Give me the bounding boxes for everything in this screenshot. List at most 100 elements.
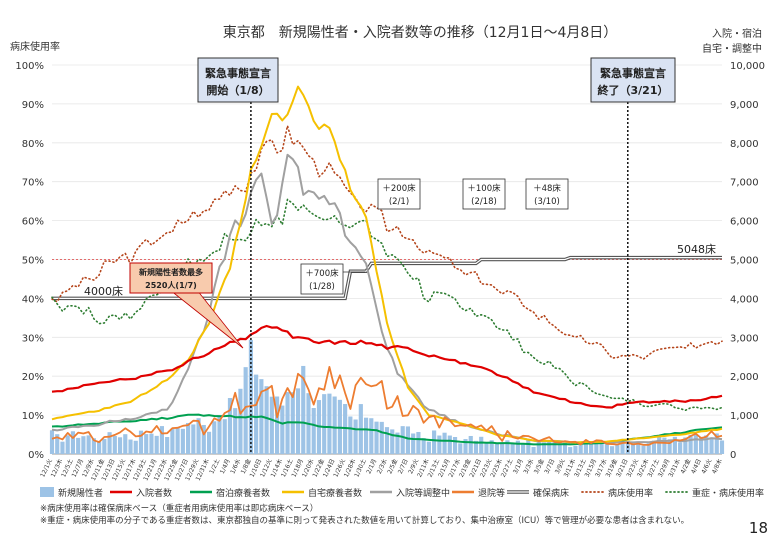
new-cases-bar [698,436,704,454]
new-cases-bar [165,437,170,454]
new-cases-bar [636,441,641,454]
right-axis-title-1: 入院・宿泊 [712,27,762,40]
y-right-tick-label: 5,000 [730,256,759,267]
new-cases-bar [264,386,269,454]
new-cases-bar [55,434,60,454]
note-2: ※重症・病床使用率の分子である重症者数は、東京都独自の基準に則って発表された数値… [40,515,689,526]
new-cases-bar [144,434,149,454]
new-cases-bar [212,421,217,454]
legend-label: 宿泊療養者数 [216,487,270,499]
new-cases-bar [269,396,274,454]
new-cases-bar [411,433,416,454]
new-cases-bar [97,441,102,454]
new-cases-bar [102,439,107,454]
new-cases-bar [311,408,316,454]
new-cases-bar [191,424,196,454]
new-cases-bar [599,443,604,454]
y-left-tick-label: 20% [22,372,44,383]
new-cases-bar [484,442,489,454]
new-cases-bar [117,437,123,454]
new-cases-bar [683,437,688,454]
new-cases-bar [447,435,452,454]
new-cases-bar [693,434,698,454]
hospitalized-line [51,324,723,409]
new-cases-bar [620,438,625,454]
new-cases-bar [615,443,620,454]
new-cases-bar [583,444,588,454]
new-cases-bar [526,439,531,454]
new-cases-bar [138,430,144,454]
note-1: ※病床使用率は確保病床ベース（重症者用病床使用率は即応病床ベース） [40,503,318,514]
y-right-tick-label: 2,000 [730,372,759,383]
new-cases-bar [500,443,505,454]
new-cases-bar [86,435,91,454]
new-cases-bar [76,437,81,454]
new-cases-bar [206,431,212,454]
y-right-tick-label: 9,000 [730,100,759,111]
new-cases-bar [91,438,96,454]
y-right-tick-label: 7,000 [730,178,759,189]
plus200-line1: ＋200床 [382,183,416,194]
new-cases-bar [332,396,337,454]
new-cases-bar [123,434,128,454]
x-axis-ticks: 12/1火12/3木12/5土12/7月12/9水12/11金12/13日12/… [39,457,724,481]
new-cases-bar [248,339,253,454]
new-cases-bar [222,419,227,454]
new-cases-bar [688,434,693,454]
new-cases-bar [238,388,243,454]
plus100-line2: (2/18) [471,197,497,207]
new-cases-bar [714,433,719,454]
new-cases-bar [437,435,442,454]
new-cases-bar [275,396,280,454]
legend-label: 入院者数 [136,487,172,499]
new-cases-bar [227,398,233,454]
left-axis-title: 病床使用率 [10,40,60,53]
callout-plus-48: ＋48床 (3/10) [525,178,569,210]
y-left-tick-label: 60% [22,217,44,228]
legend-label: 退院等 [478,487,505,499]
new-cases-bar [343,404,348,454]
new-cases-bar [154,435,159,454]
new-cases-bar [604,442,609,454]
new-cases-bar [405,426,411,454]
y-right-tick-label: 8,000 [730,139,759,150]
new-cases-bar [442,432,447,454]
new-cases-bar [201,424,206,454]
y-axis-right-ticks: 0 1,000 2,000 3,000 4,000 5,000 6,000 7,000 8,00… [730,61,765,461]
new-cases-bar [416,431,421,454]
new-cases-bar [159,426,164,454]
new-cases-bar [379,421,384,454]
new-cases-bar [65,435,70,454]
new-cases-bar [254,374,259,454]
new-cases-bar [363,417,369,454]
page-number: 18 [749,519,768,537]
new-cases-bar [552,441,557,454]
y-left-tick-label: 50% [22,256,44,267]
emergency-lines [250,102,629,454]
y-right-tick-label: 10,000 [730,61,765,72]
peak-callout: 新規陽性者数最多 2520人(1/7) [129,262,244,349]
new-cases-bar [384,427,390,454]
y-axis-left-ticks: 0% 10% 20% 30% 40% 50% 60% 70% 80% 90% 100% [15,61,44,461]
new-cases-bar [217,415,222,454]
y-left-tick-label: 40% [22,294,44,305]
new-cases-bar [489,440,494,454]
discharged-line [51,365,723,446]
new-cases-bar [301,365,306,454]
new-cases-bar [657,436,662,454]
legend-swatch-bar [40,487,54,497]
new-cases-bar [128,439,133,454]
new-cases-bar [568,447,573,454]
new-cases-bar [233,408,238,454]
new-cases-bar [610,446,615,454]
plus48-line2: (3/10) [534,197,560,207]
new-cases-bar [452,436,458,454]
y-left-tick-label: 0% [28,450,44,461]
y-left-tick-label: 70% [22,178,44,189]
emergency-start-line2: 開始（1/8） [206,83,269,97]
new-cases-bar [348,416,353,454]
new-cases-bar [646,443,651,454]
new-cases-bar [421,438,426,454]
new-cases-bar [390,429,395,454]
